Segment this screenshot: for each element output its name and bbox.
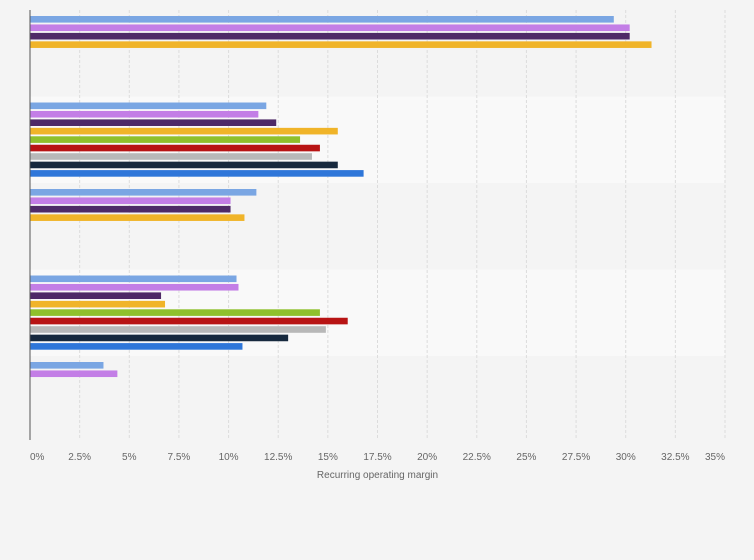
bar — [30, 127, 338, 135]
x-tick-label: 30% — [616, 452, 636, 463]
bar — [30, 161, 338, 169]
group-bands — [30, 10, 725, 443]
bar — [30, 110, 259, 118]
bar — [30, 326, 326, 333]
bar — [30, 32, 630, 40]
bars — [30, 16, 652, 378]
x-tick-label: 25% — [516, 452, 536, 463]
x-tick-label: 20% — [417, 452, 437, 463]
bar — [30, 343, 243, 350]
x-tick-label: 27.5% — [562, 452, 590, 463]
bar — [30, 197, 231, 205]
group-band — [30, 356, 725, 443]
bar — [30, 283, 239, 291]
bar — [30, 275, 237, 283]
x-tick-label: 17.5% — [363, 452, 391, 463]
bar — [30, 334, 289, 342]
bar — [30, 16, 614, 23]
x-tick-label: 0% — [30, 452, 45, 463]
x-tick-label: 7.5% — [168, 452, 191, 463]
bar — [30, 153, 312, 160]
bar — [30, 292, 162, 299]
bar — [30, 119, 277, 126]
bar — [30, 309, 320, 316]
x-tick-label: 2.5% — [68, 452, 91, 463]
bar — [30, 317, 348, 325]
bar — [30, 24, 630, 32]
bar — [30, 144, 320, 152]
bar — [30, 370, 118, 378]
bar — [30, 102, 267, 110]
x-tick-labels: 0% 2.5% 5% 7.5% 10% 12.5% 15% 17.5% 20% 22.5% 25% 2… — [30, 452, 725, 463]
x-tick-label: 35% — [705, 452, 725, 463]
x-tick-label: 10% — [219, 452, 239, 463]
bar — [30, 362, 104, 369]
bar — [30, 41, 652, 48]
bar — [30, 136, 301, 143]
bar — [30, 300, 166, 308]
x-tick-label: 32.5% — [661, 452, 689, 463]
bar — [30, 214, 245, 221]
x-tick-label: 15% — [318, 452, 338, 463]
x-tick-label: 5% — [122, 452, 137, 463]
x-tick-label: 22.5% — [463, 452, 491, 463]
gridlines — [79, 10, 726, 440]
x-tick-label: 12.5% — [264, 452, 292, 463]
x-axis-label: Recurring operating margin — [317, 470, 438, 481]
bar — [30, 170, 364, 177]
bar — [30, 205, 231, 213]
bar — [30, 189, 257, 196]
